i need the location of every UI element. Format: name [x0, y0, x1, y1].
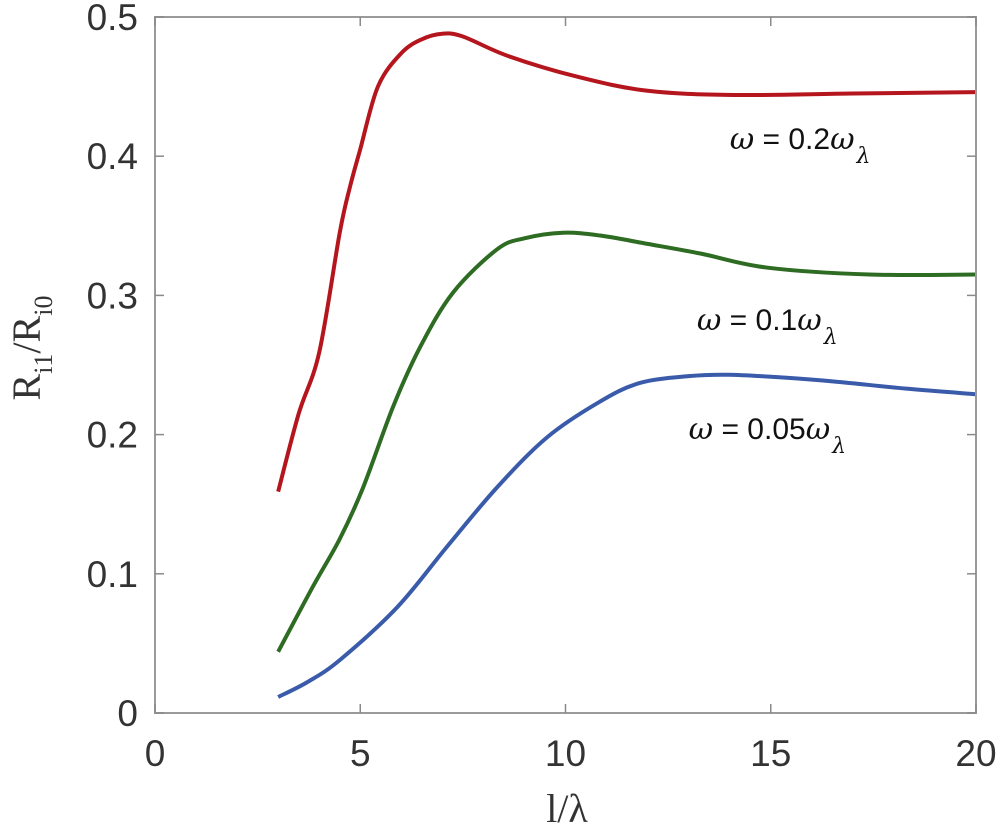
y-tick-label: 0.5	[87, 0, 138, 38]
y-label-slash: /	[4, 342, 49, 354]
series-line-0	[276, 31, 977, 493]
series-line-1	[276, 230, 977, 653]
series-line-2	[277, 372, 977, 699]
y-axis-label: Ri1/Ri0	[4, 296, 58, 401]
y-label-sub2: i0	[29, 296, 58, 316]
y-tick-label: 0.4	[87, 136, 138, 177]
x-axis-ticks: 0 5 10 15 20	[145, 17, 997, 774]
y-tick-label: 0.3	[87, 275, 138, 316]
x-tick-label: 20	[955, 733, 996, 774]
y-label-r2: R	[4, 315, 49, 342]
y-tick-label: 0.2	[87, 415, 138, 456]
svg-text:Ri1/Ri0: Ri1/Ri0	[4, 296, 58, 401]
y-axis-ticks: 0 0.1 0.2 0.3 0.4 0.5	[87, 0, 976, 734]
annotation-label-1: ω = 0.1ωλ	[697, 303, 838, 350]
annotation-label-0: ω = 0.2ωλ	[730, 122, 871, 169]
y-label-r1: R	[4, 373, 49, 400]
annotation-label-2: ω = 0.05ωλ	[689, 412, 846, 459]
x-axis-label: l/λ	[546, 786, 588, 831]
series-annotations: ω = 0.2ωλ ω = 0.1ωλ ω = 0.05ωλ	[689, 122, 871, 459]
y-tick-label: 0	[117, 693, 138, 734]
x-tick-label: 5	[350, 733, 371, 774]
x-tick-label: 0	[145, 733, 166, 774]
x-tick-label: 15	[750, 733, 791, 774]
y-tick-label: 0.1	[87, 554, 138, 595]
x-tick-label: 10	[545, 733, 586, 774]
y-label-sub1: i1	[29, 354, 58, 374]
plot-lines	[276, 31, 977, 699]
